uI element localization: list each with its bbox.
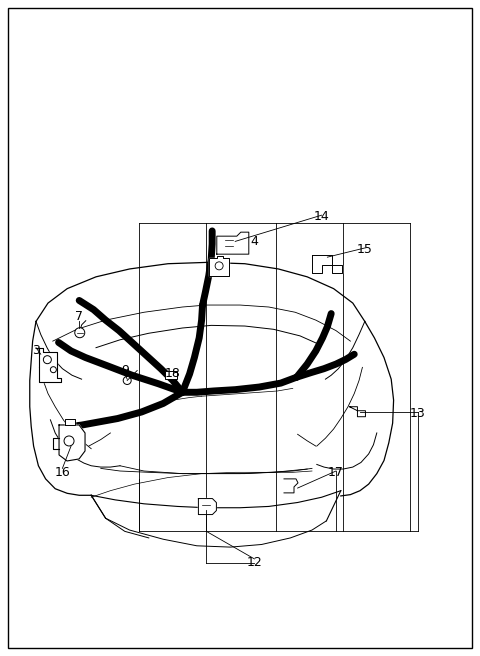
Polygon shape: [284, 479, 298, 493]
Text: 3: 3: [32, 344, 40, 358]
Polygon shape: [65, 419, 75, 425]
Polygon shape: [217, 232, 249, 254]
Text: 15: 15: [357, 243, 373, 256]
Circle shape: [64, 436, 74, 446]
Text: 13: 13: [410, 407, 425, 420]
Text: 16: 16: [55, 466, 70, 479]
Polygon shape: [209, 256, 229, 276]
Text: 18: 18: [165, 367, 181, 380]
Circle shape: [215, 262, 223, 270]
Text: 12: 12: [247, 556, 262, 569]
Circle shape: [43, 356, 51, 363]
Polygon shape: [198, 499, 216, 514]
Text: 9: 9: [121, 364, 129, 377]
Polygon shape: [312, 255, 342, 272]
Text: 7: 7: [75, 310, 83, 323]
Polygon shape: [39, 348, 61, 382]
Circle shape: [50, 367, 56, 373]
Polygon shape: [349, 407, 365, 417]
Text: 17: 17: [328, 466, 344, 479]
Text: 4: 4: [251, 235, 258, 248]
Circle shape: [123, 377, 131, 384]
Polygon shape: [59, 425, 85, 461]
Bar: [166, 371, 178, 379]
Text: 14: 14: [314, 210, 329, 223]
Circle shape: [75, 328, 85, 338]
